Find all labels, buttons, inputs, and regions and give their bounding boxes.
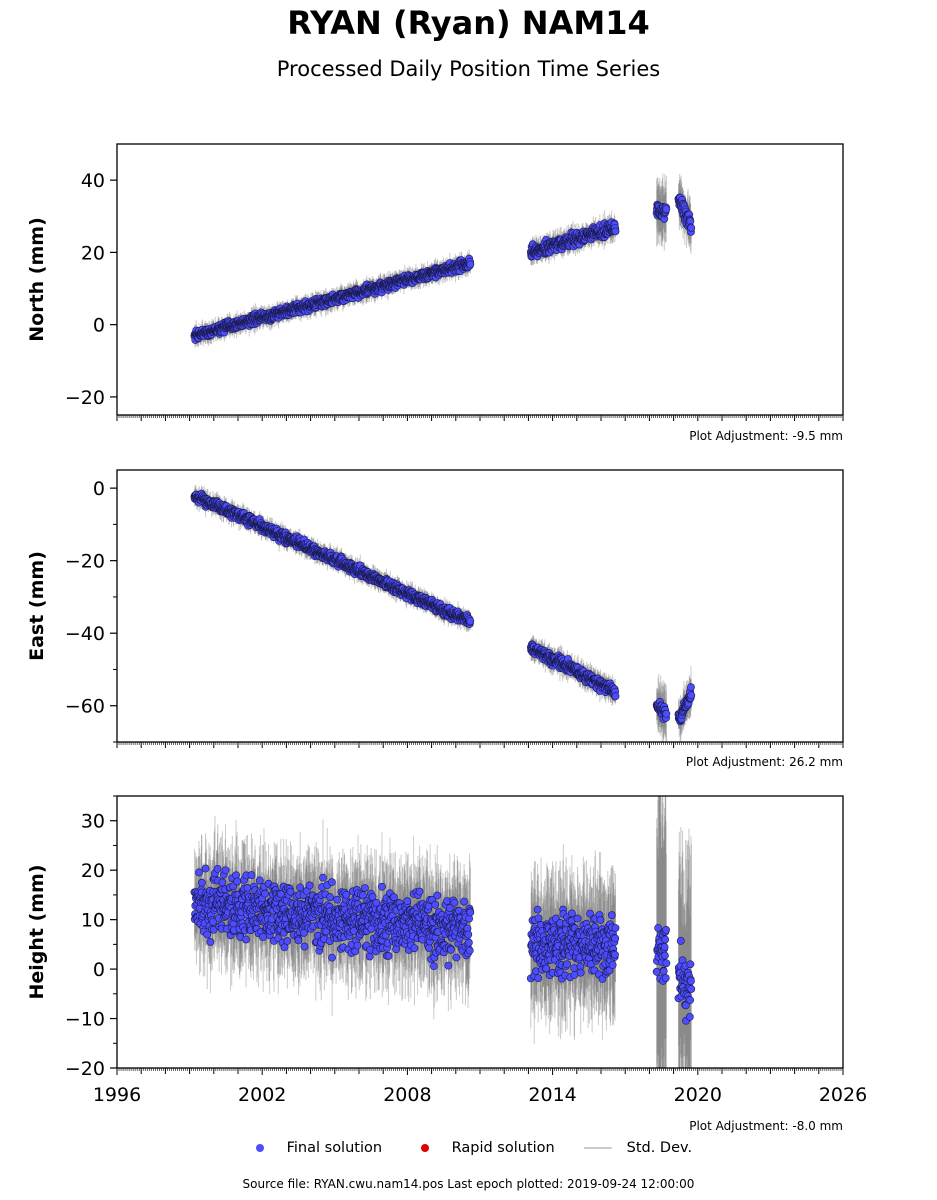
y-tick-label: 0 (93, 315, 105, 337)
panel-data (190, 173, 696, 348)
plot-adjustment: Plot Adjustment: -9.5 mm (689, 429, 843, 443)
y-tick-label: 40 (81, 170, 105, 192)
final-solution-points (190, 489, 475, 628)
y-axis-label: North (mm) (26, 217, 48, 342)
data-point (687, 224, 696, 232)
y-tick-label: 20 (81, 242, 105, 264)
final-solution-points (674, 193, 696, 236)
final-solution-points (652, 200, 671, 223)
panel-data (190, 484, 696, 742)
y-tick-label: −20 (65, 387, 105, 409)
page-subtitle: Processed Daily Position Time Series (276, 57, 661, 81)
panel-1: −20 0 20 40 North (mm) Plot Adjustment: -9.5 … (26, 143, 844, 443)
final-solution-points (526, 218, 620, 261)
final-solution-points (190, 254, 475, 344)
data-point (611, 227, 620, 236)
data-point (662, 205, 671, 214)
plot-frame (116, 143, 844, 416)
data-point (466, 260, 475, 269)
page-title: RYAN (Ryan) NAM14 (287, 4, 650, 42)
